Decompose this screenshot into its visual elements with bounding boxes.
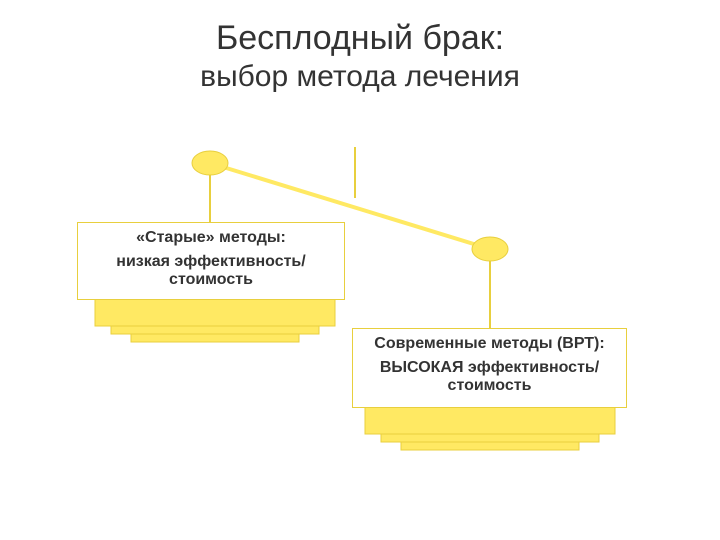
box-old-methods-line2: низкая эффективность/стоимость — [86, 253, 336, 290]
slide: Бесплодный брак: выбор метода лечения «С… — [0, 0, 720, 540]
box-modern-methods: Современные методы (ВРТ): ВЫСОКАЯ эффекти… — [352, 328, 627, 408]
box-modern-methods-line1: Современные методы (ВРТ): — [361, 335, 618, 353]
box-old-methods-line1: «Старые» методы: — [86, 229, 336, 247]
box-old-methods: «Старые» методы: низкая эффективность/сто… — [77, 222, 345, 300]
box-modern-methods-line2: ВЫСОКАЯ эффективность/стоимость — [361, 359, 618, 396]
